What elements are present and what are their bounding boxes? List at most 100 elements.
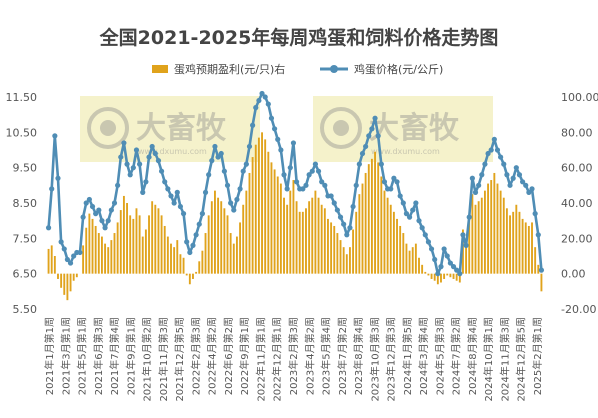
x-axis-tick-label: 2025年2月第1周 [531, 317, 544, 395]
profit-bar [75, 273, 78, 278]
egg-price-point [196, 221, 202, 227]
x-axis-tick-label: 2024年8月第4周 [466, 317, 479, 395]
egg-price-point [137, 161, 143, 167]
egg-price-point [243, 161, 249, 167]
profit-bar [336, 233, 339, 274]
egg-price-point [271, 126, 278, 132]
profit-bar [85, 227, 88, 274]
egg-price-point [312, 161, 319, 167]
profit-bar [308, 201, 311, 274]
legend-bar-label: 蛋鸡预期盈利(元/只)右 [174, 62, 285, 76]
egg-price-point [350, 203, 356, 210]
profit-bar [232, 243, 235, 274]
profit-bar [380, 176, 383, 274]
egg-price-point [209, 158, 215, 164]
profit-bar [129, 215, 132, 274]
egg-price-point [52, 133, 58, 139]
legend-line-label: 鸡蛋价格(元/公斤) [354, 62, 443, 76]
egg-price-point [55, 175, 61, 181]
x-axis-tick-label: 2022年2月第3周 [189, 317, 202, 395]
x-axis-tick-label: 2021年5月第1周 [76, 317, 89, 395]
egg-price-point [391, 175, 397, 181]
profit-bar [261, 132, 263, 274]
x-axis-tick-label: 2024年5月第3周 [433, 317, 446, 395]
egg-price-point [441, 246, 447, 252]
profit-bar [323, 208, 326, 274]
x-axis-tick-label: 2021年1月第1周 [43, 317, 56, 395]
egg-price-point [372, 115, 378, 121]
egg-price-point [523, 182, 529, 188]
egg-price-point [89, 203, 96, 210]
x-axis-tick-label: 2022年6月第2周 [222, 317, 235, 395]
egg-price-point [93, 211, 99, 217]
profit-bar [421, 264, 424, 274]
egg-price-point [190, 242, 196, 248]
egg-price-point [221, 168, 227, 174]
x-axis-tick-label: 2021年6月第3周 [92, 317, 105, 395]
profit-bar [386, 197, 389, 274]
profit-bar [383, 190, 386, 274]
x-axis-tick-label: 2023年5月第4周 [320, 317, 333, 395]
egg-price-point [58, 239, 64, 245]
egg-price-point [507, 182, 513, 188]
profit-bar [405, 243, 408, 274]
egg-price-point [331, 200, 337, 206]
x-axis-tick-label: 2022年11月第1周 [254, 317, 267, 402]
profit-bar [66, 273, 69, 301]
profit-bar [132, 218, 135, 274]
profit-bar [239, 222, 242, 274]
profit-bar [531, 222, 533, 274]
profit-bar [267, 151, 270, 274]
profit-bar [179, 254, 182, 274]
egg-price-point [262, 94, 268, 100]
profit-bar [399, 225, 402, 274]
x-axis-tick-label: 2021年9月第1周 [124, 317, 137, 395]
profit-bar [534, 247, 537, 274]
egg-price-point [45, 225, 52, 231]
profit-bar [104, 243, 107, 274]
egg-price-point [359, 150, 366, 157]
profit-bar [223, 208, 226, 274]
profit-bar [515, 204, 518, 274]
egg-price-point [265, 101, 271, 107]
profit-bar [320, 204, 323, 274]
egg-price-point [303, 182, 309, 188]
profit-bar [311, 197, 314, 274]
egg-price-point [152, 150, 158, 157]
egg-price-point [127, 172, 133, 178]
profit-bar [286, 204, 289, 274]
profit-bar [367, 164, 370, 274]
profit-bar [100, 236, 103, 274]
profit-bar [110, 240, 113, 274]
egg-price-point [287, 165, 293, 171]
profit-bar [82, 245, 85, 274]
egg-price-point [450, 264, 457, 270]
egg-price-point [397, 193, 403, 199]
profit-bar [185, 273, 188, 276]
egg-price-point [369, 126, 375, 132]
profit-bar [298, 211, 301, 274]
profit-bar [355, 211, 358, 274]
profit-bar [527, 225, 530, 274]
x-axis-tick-label: 2023年7月第2周 [336, 317, 349, 395]
egg-price-point [155, 158, 162, 164]
egg-price-point [444, 253, 450, 259]
egg-price-point [228, 200, 234, 206]
profit-bar [512, 211, 515, 274]
profit-bar [97, 233, 100, 274]
egg-price-point [281, 172, 287, 178]
egg-price-point [61, 246, 67, 252]
egg-price-point [187, 249, 193, 256]
profit-bar [94, 225, 97, 274]
profit-bar [251, 157, 254, 274]
egg-price-point [337, 214, 344, 220]
watermark-logo-icon [100, 120, 116, 136]
legend-line-dot [330, 65, 338, 73]
egg-price-point [231, 207, 237, 213]
profit-bar [440, 273, 442, 283]
egg-price-point [268, 115, 275, 121]
egg-price-point [80, 214, 86, 220]
egg-price-point [212, 143, 218, 150]
profit-bar [333, 225, 336, 274]
